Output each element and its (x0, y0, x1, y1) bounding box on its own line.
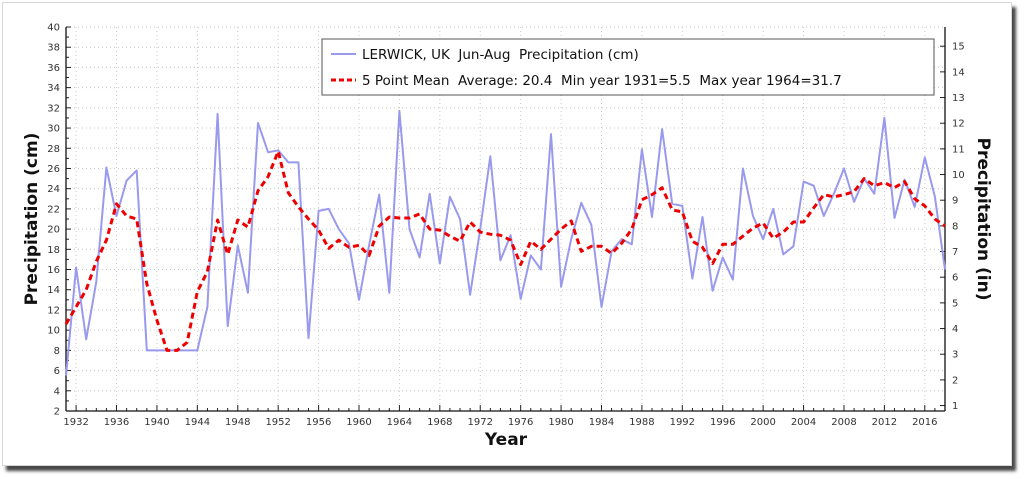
y-tick-label-right: 14 (952, 67, 965, 78)
x-tick-label: 2008 (831, 417, 856, 428)
legend-box (321, 38, 935, 96)
y-tick-label-left: 8 (54, 346, 60, 357)
y-tick-label-right: 13 (952, 93, 965, 104)
precipitation-line (65, 109, 946, 376)
x-tick-label: 1952 (265, 417, 290, 428)
x-tick-label: 1976 (508, 417, 533, 428)
x-tick-label: 2012 (872, 417, 897, 428)
x-tick-label: 1964 (387, 417, 412, 428)
y-tick-label-right: 9 (952, 196, 958, 207)
y-tick-label-right: 7 (952, 247, 958, 258)
x-tick-label: 2004 (791, 417, 816, 428)
y-tick-label-left: 16 (47, 265, 60, 276)
x-tick-label: 1944 (185, 417, 210, 428)
x-tick-label: 2016 (912, 417, 937, 428)
y-tick-label-left: 14 (47, 285, 60, 296)
y-tick-label-left: 26 (47, 164, 60, 175)
y-tick-label-left: 22 (47, 204, 60, 215)
y-tick-label-left: 4 (54, 386, 60, 397)
legend-label-precip: LERWICK, UK Jun-Aug Precipitation (cm) (362, 47, 639, 63)
y-tick-label-right: 5 (952, 298, 958, 309)
x-tick-label: 1988 (629, 417, 654, 428)
y-tick-label-left: 10 (47, 326, 60, 337)
x-tick-label: 1960 (346, 417, 371, 428)
x-tick-label: 1984 (589, 417, 614, 428)
x-tick-label: 1948 (225, 417, 250, 428)
y-tick-label-left: 6 (54, 366, 60, 377)
x-tick-label: 1936 (104, 417, 129, 428)
y-tick-label-left: 34 (47, 83, 60, 94)
legend-label-mean: 5 Point Mean Average: 20.4 Min year 1931… (362, 73, 842, 89)
series-layer (64, 109, 946, 376)
y-tick-label-left: 38 (47, 43, 60, 54)
y-tick-label-left: 36 (47, 63, 60, 74)
y-tick-label-left: 28 (47, 144, 60, 155)
x-tick-label: 1932 (63, 417, 88, 428)
x-tick-label: 1996 (710, 417, 735, 428)
y-tick-label-left: 2 (54, 407, 60, 418)
axes: 2468101214161820222426283032343638401932… (47, 23, 964, 429)
x-tick-label: 2000 (750, 417, 775, 428)
y-tick-label-left: 30 (47, 124, 60, 135)
y-tick-label-left: 32 (47, 103, 60, 114)
five-point-mean-line (64, 149, 946, 352)
y-tick-label-right: 11 (952, 144, 965, 155)
y-tick-label-left: 20 (47, 225, 60, 236)
y-axis-title-left: Precipitation (cm) (22, 133, 42, 306)
y-tick-label-left: 18 (47, 245, 60, 256)
x-tick-label: 1956 (306, 417, 331, 428)
y-tick-label-left: 40 (47, 23, 60, 34)
y-tick-label-right: 15 (952, 42, 965, 53)
y-tick-label-left: 12 (47, 305, 60, 316)
legend: LERWICK, UK Jun-Aug Precipitation (cm) 5… (321, 38, 935, 96)
x-tick-label: 1972 (468, 417, 493, 428)
y-tick-label-right: 1 (952, 401, 958, 412)
x-tick-label: 1940 (144, 417, 169, 428)
x-tick-label: 1968 (427, 417, 452, 428)
y-tick-label-right: 3 (952, 350, 958, 361)
x-tick-label: 1980 (548, 417, 573, 428)
y-tick-label-right: 6 (952, 273, 958, 284)
y-axis-title-right: Precipitation (in) (973, 138, 993, 301)
y-tick-label-right: 12 (952, 119, 965, 130)
y-tick-label-right: 2 (952, 375, 958, 386)
y-tick-label-right: 10 (952, 170, 965, 181)
y-tick-label-right: 8 (952, 221, 958, 232)
y-tick-label-left: 24 (47, 184, 60, 195)
x-axis-title: Year (484, 430, 528, 450)
x-tick-label: 1992 (670, 417, 695, 428)
y-tick-label-right: 4 (952, 324, 958, 335)
